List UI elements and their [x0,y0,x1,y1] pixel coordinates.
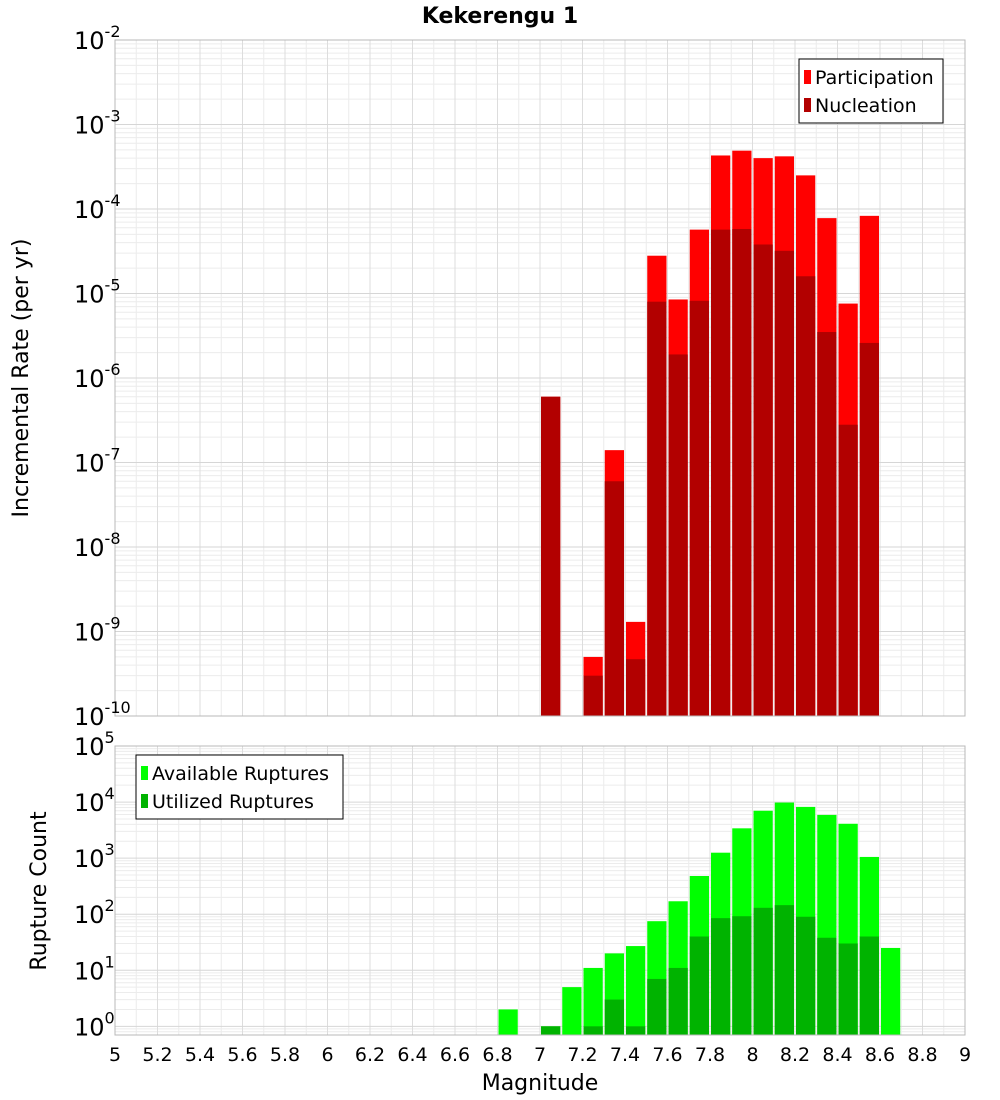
x-axis-label: Magnitude [482,1071,599,1096]
bar [498,1009,518,1035]
bar [583,967,603,1035]
x-tick-label: 5.2 [142,1044,172,1066]
top-panel: 10-10 10-9 10-8 10-7 10-6 10-5 10-4 10-3 10-2 Par… [74,22,966,731]
x-tick-label: 9 [959,1044,971,1066]
x-tick-label: 5.4 [185,1044,215,1066]
bar [583,675,603,716]
bar [796,916,816,1035]
x-tick-label: 7.4 [610,1044,640,1066]
bar [626,659,646,716]
bar [859,936,879,1035]
x-tick-label: 6.8 [482,1044,512,1066]
legend-swatch [141,766,148,780]
x-tick-label: 7.2 [567,1044,597,1066]
bar [541,396,561,716]
bar [604,999,624,1035]
series-nucleation [541,228,879,716]
y-tick-label: 10-7 [74,445,121,478]
bar [711,229,731,716]
x-axis-ticks: 5 5.2 5.4 5.6 5.8 6 6.2 6.4 6.6 6.8 7 7.2 7.4 7.6 7.8 8… [109,1044,971,1066]
legend-label: Participation [815,67,934,89]
legend-swatch [804,70,811,84]
x-tick-label: 8.2 [780,1044,810,1066]
bar [541,1026,561,1035]
bar [711,918,731,1035]
bar [626,946,646,1035]
x-tick-label: 8.4 [822,1044,852,1066]
y-tick-label: 10-2 [74,22,121,55]
legend-label: Utilized Ruptures [152,791,314,813]
legend: Participation Nucleation [798,58,944,124]
bar [647,301,667,716]
bar [838,424,858,716]
y-tick-label: 105 [74,728,115,761]
bar [859,342,879,716]
bar [753,907,773,1035]
x-tick-label: 6 [321,1044,333,1066]
bottom-y-axis-label: Rupture Count [27,811,52,971]
bar [817,332,837,716]
y-tick-label: 10-9 [74,614,121,647]
x-tick-label: 5.6 [227,1044,257,1066]
x-tick-label: 6.2 [355,1044,385,1066]
y-tick-label: 103 [74,840,115,873]
y-tick-label: 10-6 [74,360,121,393]
bar [668,354,688,716]
x-tick-label: 7.6 [652,1044,682,1066]
chart-title: Kekerengu 1 [422,4,578,29]
bar [647,978,667,1035]
bar [562,987,582,1035]
legend-label: Nucleation [815,95,917,117]
x-tick-label: 8.6 [865,1044,895,1066]
y-tick-label: 102 [74,896,115,929]
legend: Available Ruptures Utilized Ruptures [135,754,344,820]
bar [817,937,837,1035]
y-tick-label: 10-10 [74,698,131,731]
y-tick-label: 100 [74,1008,115,1041]
x-tick-label: 8 [746,1044,758,1066]
bar [583,1026,603,1035]
x-tick-label: 5.8 [270,1044,300,1066]
x-tick-label: 5 [109,1044,121,1066]
x-tick-label: 8.8 [907,1044,937,1066]
y-tick-label: 10-3 [74,107,121,140]
bar [753,244,773,716]
bar [774,250,794,716]
legend-swatch [141,794,148,808]
legend-label: Available Ruptures [152,763,329,785]
bar [732,228,752,716]
y-tick-label: 10-4 [74,191,121,224]
y-tick-label: 10-8 [74,529,121,562]
bar [774,905,794,1035]
legend-swatch [804,98,811,112]
x-tick-label: 7 [534,1044,546,1066]
y-tick-label: 10-5 [74,276,121,309]
bar [689,300,709,716]
bar [604,481,624,716]
x-tick-label: 6.4 [397,1044,427,1066]
bar [838,943,858,1035]
series-utilized-ruptures [541,905,879,1035]
bottom-panel: 100 101 102 103 104 105 Available Ruptures Util… [74,728,966,1041]
bar [626,1026,646,1035]
bar [796,276,816,716]
bar [668,967,688,1035]
x-tick-label: 6.6 [440,1044,470,1066]
y-tick-label: 104 [74,784,115,817]
x-tick-label: 7.8 [695,1044,725,1066]
bar [689,936,709,1035]
top-y-axis-label: Incremental Rate (per yr) [9,239,34,518]
bar [881,947,901,1035]
bar [732,916,752,1035]
y-tick-label: 101 [74,952,115,985]
